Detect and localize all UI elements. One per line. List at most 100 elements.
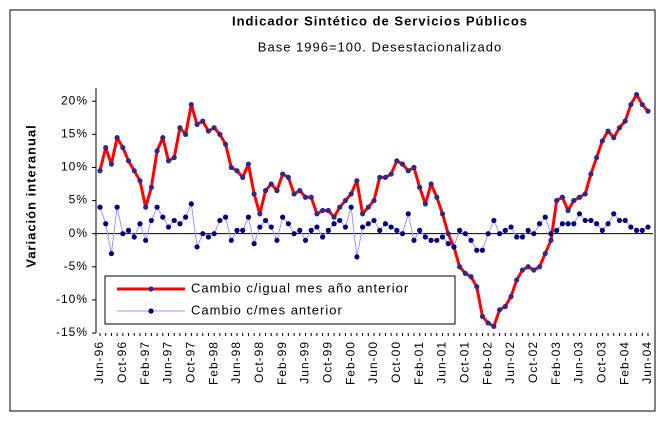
x-tick-label: Feb-02 [480,341,494,385]
data-point [222,141,229,147]
y-tick-label: 5% [69,193,88,207]
x-tick-label: Oct-00 [389,341,403,383]
data-point [359,211,366,217]
y-tick-label: 0% [69,226,88,240]
data-point [240,174,246,180]
data-point [160,135,166,141]
data-point [120,231,126,237]
data-point [628,224,634,230]
data-point [217,131,223,137]
data-point [377,227,383,233]
data-point [422,234,428,240]
data-point [377,174,383,180]
data-point [559,221,565,227]
data-point [594,221,600,227]
data-point [525,227,531,233]
data-point [536,221,543,227]
data-point [525,264,531,270]
data-point [320,234,326,240]
data-point [554,227,560,233]
x-tick-label: Oct-99 [321,341,335,383]
data-point [131,168,137,174]
data-point [314,211,320,217]
data-point [622,217,628,224]
data-point [222,214,229,220]
data-point [137,221,143,227]
data-point [457,264,463,270]
data-point [462,270,468,277]
data-point [188,101,194,108]
data-point [508,224,514,230]
x-tick-label: Jun-03 [572,341,586,384]
x-tick-label: Jun-98 [229,341,243,384]
data-point [382,174,389,180]
data-point [611,135,617,141]
data-point [268,224,274,230]
data-point [417,184,423,190]
data-point [599,227,605,233]
data-point [228,237,234,243]
data-point [405,168,411,174]
data-point [314,224,320,230]
y-tick-label: -10% [56,292,88,306]
data-point [154,148,160,154]
data-point [245,161,252,167]
data-point [337,204,343,210]
data-point [342,197,349,204]
data-point [371,197,377,204]
data-point [108,161,115,167]
data-point [131,234,137,240]
data-point [268,181,274,187]
data-point [479,313,486,320]
data-point [394,158,400,164]
data-point [411,237,417,243]
x-tick-label: Feb-03 [549,341,563,385]
data-point [274,188,280,194]
y-tick-label: 10% [61,160,88,174]
data-point [177,125,183,131]
data-point [291,191,297,197]
data-point [468,237,474,243]
data-point [148,217,154,224]
data-point [205,128,212,134]
data-point [183,131,189,137]
data-point [308,227,314,233]
data-point [120,144,126,151]
data-point [262,188,269,194]
data-point [571,197,577,204]
data-point [194,244,200,250]
data-point [348,204,354,210]
data-point [137,178,143,184]
data-point [633,92,640,98]
data-point [200,118,206,124]
data-point [445,231,451,237]
data-point [439,211,446,217]
data-point [388,171,394,177]
x-tick-label: Jun-97 [161,341,175,384]
x-tick-label: Feb-01 [412,341,426,385]
data-point [474,247,480,253]
data-point [257,211,263,217]
data-point [308,194,314,200]
data-point [491,323,497,329]
data-point [285,221,291,227]
data-point [565,207,571,214]
data-point [434,237,440,243]
legend-marker [148,286,154,292]
data-point [405,211,411,217]
data-point [605,128,611,134]
legend-label: Cambio c/igual mes año anterior [191,280,409,295]
x-tick-label: Oct-98 [252,341,266,383]
data-point [154,204,160,210]
data-point [554,197,560,204]
x-tick-label: Oct-02 [526,341,540,383]
data-point [125,227,132,233]
data-point [388,224,394,230]
data-point [422,201,428,207]
y-tick-label: 15% [61,127,88,141]
data-point [108,250,115,257]
data-point [103,144,109,151]
data-point [354,178,360,184]
data-point [165,224,172,230]
x-tick-label: Feb-98 [206,341,220,385]
